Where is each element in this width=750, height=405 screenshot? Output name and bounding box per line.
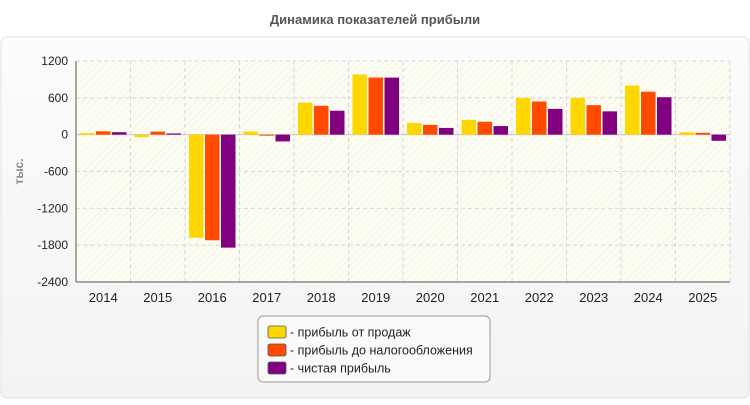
- bar: [221, 134, 236, 248]
- bar: [493, 126, 508, 135]
- legend-label: - прибыль от продаж: [290, 326, 411, 340]
- bar: [532, 101, 547, 135]
- bar: [657, 97, 672, 135]
- bar: [423, 124, 438, 135]
- bar: [711, 134, 726, 141]
- y-axis-label: тыс.: [12, 158, 26, 184]
- y-tick-label: 1200: [41, 54, 68, 68]
- y-tick-label: 600: [48, 91, 68, 105]
- legend-label: - прибыль до налогообложения: [290, 344, 473, 358]
- bar: [275, 134, 290, 142]
- bar: [439, 127, 454, 135]
- bar: [80, 133, 95, 135]
- legend: - прибыль от продаж - прибыль до налогооб…: [257, 315, 491, 383]
- legend-swatch: [267, 325, 287, 339]
- legend-label: - чистая прибыль: [290, 362, 391, 376]
- legend-swatch: [267, 343, 287, 357]
- bar: [330, 110, 345, 135]
- bar: [243, 131, 258, 135]
- y-tick-label: -1800: [37, 238, 68, 252]
- x-tick-label: 2016: [198, 290, 227, 305]
- bar: [368, 77, 383, 135]
- bar: [570, 97, 585, 135]
- bar: [516, 97, 531, 135]
- bar: [134, 134, 149, 138]
- bar: [407, 123, 422, 135]
- x-tick-label: 2023: [579, 290, 608, 305]
- bar: [352, 74, 367, 135]
- bar: [625, 85, 640, 135]
- bar: [259, 134, 274, 136]
- bar: [586, 105, 601, 135]
- y-tick-label: 0: [61, 128, 68, 142]
- bar: [189, 134, 204, 238]
- bar: [695, 132, 710, 135]
- bar: [112, 132, 127, 135]
- bar: [477, 121, 492, 135]
- legend-box: [257, 315, 491, 383]
- x-tick-label: 2014: [89, 290, 118, 305]
- x-tick-label: 2024: [634, 290, 663, 305]
- x-tick-label: 2022: [525, 290, 554, 305]
- bar: [384, 77, 399, 135]
- x-tick-label: 2018: [307, 290, 336, 305]
- bar: [548, 108, 563, 135]
- bar: [96, 131, 111, 135]
- x-tick-label: 2015: [143, 290, 172, 305]
- bar: [150, 131, 165, 135]
- y-tick-label: -1200: [37, 201, 68, 215]
- x-tick-label: 2020: [416, 290, 445, 305]
- chart-title: Динамика показателей прибыли: [270, 12, 480, 27]
- x-tick-label: 2019: [361, 290, 390, 305]
- x-tick-label: 2017: [252, 290, 281, 305]
- bar: [314, 105, 329, 135]
- bar: [679, 132, 694, 135]
- bar: [166, 133, 181, 135]
- bar: [205, 134, 220, 241]
- x-tick-label: 2021: [470, 290, 499, 305]
- bar: [298, 102, 313, 135]
- y-tick-label: -600: [44, 165, 68, 179]
- legend-swatch: [267, 361, 287, 375]
- y-tick-label: -2400: [37, 275, 68, 289]
- bar: [602, 111, 617, 135]
- x-tick-label: 2025: [688, 290, 717, 305]
- plot-area: 1200 600 0 -600 -1200 -1800 -2400 2014 2015 2016 2…: [12, 54, 731, 305]
- bar: [641, 91, 656, 135]
- bar: [461, 119, 476, 135]
